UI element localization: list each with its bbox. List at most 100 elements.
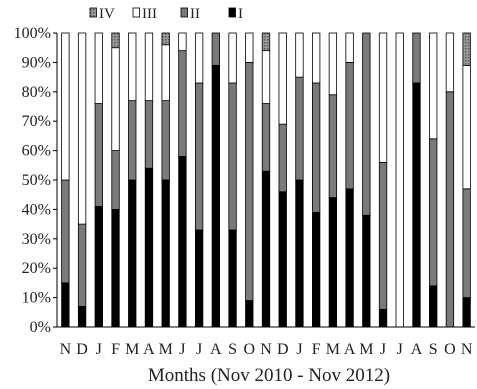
y-tick-label: 20% <box>22 260 51 277</box>
legend-swatch-ii <box>180 7 188 18</box>
bar-segment-iii-22 <box>429 32 438 140</box>
bars-group <box>61 32 471 328</box>
bar-segment-i-18 <box>362 214 371 328</box>
bar-segment-ii-9 <box>211 32 220 66</box>
bar-segment-i-17 <box>345 188 354 328</box>
bar-segment-iii-14 <box>295 32 304 78</box>
bar-segment-iii-1 <box>77 32 87 225</box>
x-tick-label: O <box>243 341 255 358</box>
bar-segment-iii-13 <box>278 32 287 125</box>
bar-segment-ii-13 <box>278 123 287 193</box>
x-tick-label: N <box>260 341 272 358</box>
bar-segment-ii-5 <box>144 100 154 169</box>
x-tick-label: A <box>210 341 222 358</box>
bar-segment-i-6 <box>161 179 170 328</box>
y-tick-label: 40% <box>22 201 51 218</box>
legend-label-i: I <box>238 6 243 22</box>
x-tick-label: O <box>444 341 456 358</box>
x-tick-label: F <box>111 341 120 358</box>
bar-segment-ii-21 <box>412 32 421 84</box>
bar-segment-i-11 <box>245 300 254 328</box>
bar-segment-iii-12 <box>261 50 271 104</box>
x-tick-label: F <box>312 341 321 358</box>
x-tick-label: M <box>125 341 139 358</box>
bar-segment-iv-12 <box>261 32 271 52</box>
bar-segment-ii-2 <box>94 103 103 207</box>
bar-segment-i-0 <box>61 282 70 328</box>
bar-segment-iii-11 <box>245 32 254 63</box>
bar-segment-i-4 <box>128 179 137 328</box>
x-tick-label: N <box>60 341 72 358</box>
bar-segment-ii-24 <box>462 188 471 299</box>
bar-segment-ii-12 <box>261 103 271 172</box>
bar-segment-i-16 <box>328 197 338 328</box>
bar-segment-iii-6 <box>161 44 170 102</box>
bar-segment-iii-0 <box>61 32 70 181</box>
bar-segment-i-21 <box>412 82 421 328</box>
x-tick-label: D <box>277 341 289 358</box>
legend-swatch-i <box>228 7 236 18</box>
bar-segment-i-5 <box>144 167 154 328</box>
bar-segment-i-8 <box>194 229 204 328</box>
x-tick-label: J <box>96 341 102 358</box>
y-tick-label: 60% <box>22 143 51 160</box>
bar-segment-iv-3 <box>111 32 120 49</box>
bar-segment-ii-23 <box>445 91 455 328</box>
x-axis-title: Months (Nov 2010 - Nov 2012) <box>148 365 390 386</box>
bar-segment-ii-4 <box>128 100 137 181</box>
x-tick-label: M <box>159 341 173 358</box>
y-tick-label: 50% <box>22 172 51 189</box>
bar-segment-i-1 <box>77 306 87 328</box>
bar-segment-i-12 <box>261 170 271 328</box>
bar-segment-ii-0 <box>61 179 70 284</box>
bar-segment-i-2 <box>94 206 103 328</box>
legend-label-iii: III <box>142 6 157 22</box>
bar-segment-iii-15 <box>312 32 321 84</box>
bar-segment-iv-6 <box>161 32 170 46</box>
bar-segment-i-24 <box>462 297 471 328</box>
bar-segment-iii-3 <box>111 47 120 152</box>
bar-segment-i-22 <box>429 285 438 328</box>
chart-legend: IV III II I <box>89 6 243 22</box>
x-tick-label: A <box>344 341 356 358</box>
x-tick-label: S <box>228 341 237 358</box>
bar-segment-ii-10 <box>228 82 237 231</box>
bar-segment-i-3 <box>111 208 120 328</box>
legend-swatch-iv <box>89 7 97 18</box>
x-tick-label: M <box>359 341 373 358</box>
bar-segment-i-14 <box>295 179 304 328</box>
x-tick-label: N <box>461 341 473 358</box>
bar-segment-iii-4 <box>128 32 137 102</box>
x-tick-label: S <box>429 341 438 358</box>
y-tick-label: 30% <box>22 231 51 248</box>
y-tick-label: 70% <box>22 113 51 130</box>
bar-segment-ii-7 <box>178 50 187 157</box>
bar-segment-iii-8 <box>194 32 204 84</box>
x-tick-label: A <box>143 341 155 358</box>
bar-segment-ii-11 <box>245 62 254 301</box>
bar-segment-iii-24 <box>462 64 471 190</box>
bar-segment-ii-16 <box>328 94 338 199</box>
bar-segment-i-7 <box>178 156 187 328</box>
bar-segment-ii-6 <box>161 100 170 181</box>
y-tick-label: 80% <box>22 84 51 101</box>
bar-segment-iv-24 <box>462 32 471 66</box>
bar-segment-ii-1 <box>77 223 87 307</box>
y-tick-label: 0% <box>30 319 51 336</box>
y-tick-label: 100% <box>14 25 51 42</box>
x-tick-label: D <box>76 341 88 358</box>
bar-segment-iii-10 <box>228 32 237 84</box>
bar-segment-ii-17 <box>345 62 354 190</box>
bar-segment-iii-23 <box>445 32 455 93</box>
bar-segment-i-15 <box>312 211 321 328</box>
bar-segment-iii-7 <box>178 32 187 52</box>
x-tick-label: M <box>326 341 340 358</box>
bar-segment-ii-8 <box>194 82 204 231</box>
legend-swatch-iii <box>132 7 140 18</box>
bar-segment-iii-5 <box>144 32 154 102</box>
legend-label-ii: II <box>190 6 200 22</box>
bar-segment-ii-15 <box>312 82 321 213</box>
bar-segment-iii-19 <box>378 32 388 163</box>
legend-label-iv: IV <box>99 6 115 22</box>
